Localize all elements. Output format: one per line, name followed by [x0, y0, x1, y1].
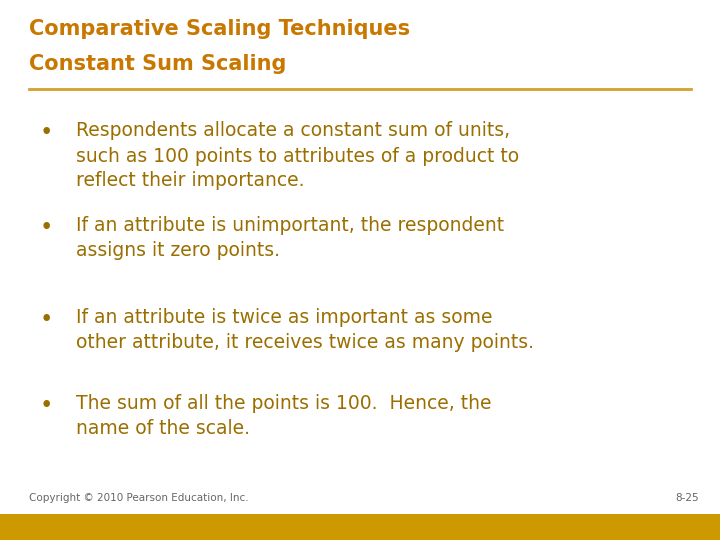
Text: Respondents allocate a constant sum of units,
such as 100 points to attributes o: Respondents allocate a constant sum of u… — [76, 122, 518, 191]
Text: The sum of all the points is 100.  Hence, the
name of the scale.: The sum of all the points is 100. Hence,… — [76, 394, 491, 438]
Text: •: • — [40, 394, 53, 417]
Text: Copyright © 2010 Pearson Education, Inc.: Copyright © 2010 Pearson Education, Inc. — [29, 493, 248, 503]
Text: Comparative Scaling Techniques: Comparative Scaling Techniques — [29, 19, 410, 39]
Text: •: • — [40, 308, 53, 331]
Text: If an attribute is twice as important as some
other attribute, it receives twice: If an attribute is twice as important as… — [76, 308, 534, 352]
Bar — [0, 514, 720, 540]
Text: •: • — [40, 122, 53, 145]
Text: •: • — [40, 216, 53, 239]
Text: If an attribute is unimportant, the respondent
assigns it zero points.: If an attribute is unimportant, the resp… — [76, 216, 504, 260]
Text: Constant Sum Scaling: Constant Sum Scaling — [29, 54, 286, 74]
Text: 8-25: 8-25 — [675, 493, 698, 503]
